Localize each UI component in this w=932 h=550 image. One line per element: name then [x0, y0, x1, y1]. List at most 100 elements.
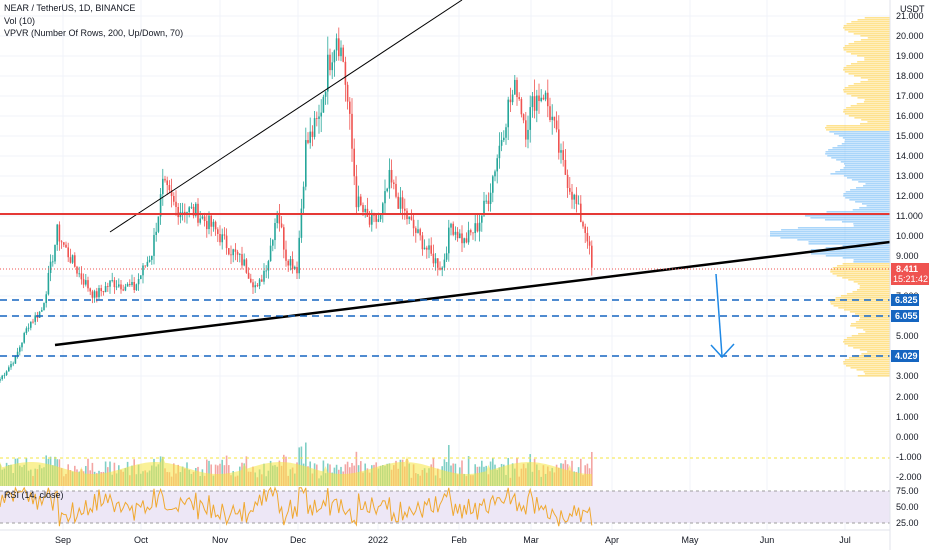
vpvr-row [843, 193, 890, 195]
candle-body [91, 291, 94, 298]
candle-body [214, 221, 217, 230]
vpvr-row [864, 59, 890, 61]
candle-body [327, 54, 329, 92]
candle-body [386, 188, 388, 192]
candle-body [472, 232, 474, 234]
vpvr-row [830, 173, 890, 175]
candle-body [10, 363, 12, 368]
volume-bar [355, 451, 358, 486]
candle-body [560, 150, 562, 153]
vpvr-row [850, 105, 890, 107]
drawings[interactable] [0, 0, 891, 359]
volume-tick: 1.000 [896, 412, 919, 422]
month-label: Feb [451, 535, 467, 545]
vpvr-row [848, 73, 890, 75]
candle-body [564, 159, 567, 175]
vpvr-row [808, 243, 890, 245]
candle-body [349, 101, 351, 114]
candle-body [25, 328, 28, 334]
vpvr-row [830, 271, 890, 273]
vpvr-row [848, 31, 890, 33]
candle-body [104, 286, 107, 293]
vpvr-row [832, 273, 890, 275]
symbol-legend[interactable]: NEAR / TetherUS, 1D, BINANCE [4, 3, 136, 13]
candle-body [408, 216, 410, 220]
candle-body [454, 231, 457, 235]
price-tick: 13.000 [896, 171, 924, 181]
candle-body [166, 180, 168, 186]
candle-body [511, 94, 514, 103]
candle-body [225, 235, 228, 249]
target-arrow-head[interactable] [710, 343, 735, 359]
candle-body [63, 242, 65, 245]
vpvr-row [863, 371, 890, 373]
candle-body [320, 112, 322, 117]
candle-body [60, 241, 63, 243]
candle-body [340, 47, 342, 57]
volume-legend[interactable]: Vol (10) [4, 16, 36, 26]
time-axis[interactable]: Sep Oct Nov Dec 2022 Feb Mar Apr May Jun Jul [0, 529, 890, 545]
vpvr-row [850, 53, 890, 55]
candle-body [362, 205, 364, 213]
vpvr-row [825, 127, 890, 129]
vpvr-row [867, 37, 890, 39]
candle-body [371, 214, 373, 225]
candle-body [529, 107, 531, 130]
vpvr-row [852, 291, 890, 293]
candle-body [401, 197, 404, 209]
candle-body [324, 91, 327, 97]
vpvr-row [844, 29, 890, 31]
price-tick: 15.000 [896, 131, 924, 141]
candle-body [164, 178, 166, 181]
vpvr-legend[interactable]: VPVR (Number Of Rows, 200, Up/Down, 70) [4, 28, 184, 38]
candle-body [474, 223, 476, 234]
candle-body [481, 215, 483, 223]
vpvr-row [851, 179, 890, 181]
candle-body [478, 222, 481, 232]
candle-body [584, 226, 586, 233]
candle-body [65, 244, 67, 248]
candle-body [96, 291, 98, 298]
upper-trendline[interactable] [109, 0, 463, 233]
rsi-legend[interactable]: RSI (14, close) [4, 490, 64, 500]
vpvr-row [843, 109, 890, 111]
candle-body [426, 247, 428, 250]
vpvr-row [837, 265, 890, 267]
vpvr-row [838, 307, 890, 309]
vpvr-row [850, 367, 890, 369]
vpvr-row [830, 303, 890, 305]
target-arrow-shaft[interactable] [715, 273, 723, 357]
vpvr-row [827, 155, 890, 157]
candle-body [553, 116, 556, 121]
vpvr-row [843, 25, 890, 27]
candle-body [71, 255, 74, 263]
vpvr-row [810, 253, 890, 255]
price-tick: 19.000 [896, 51, 924, 61]
candle-body [168, 185, 171, 191]
vpvr-row [857, 19, 890, 21]
candle-body [155, 231, 157, 235]
vpvr-row [853, 83, 890, 85]
candle-body [540, 97, 542, 102]
vpvr-row [810, 249, 890, 251]
vpvr-row [853, 259, 890, 261]
candle-body [399, 197, 402, 209]
vpvr-row [825, 153, 890, 155]
candle-body [316, 118, 318, 119]
candle-body [58, 224, 61, 242]
volume-ma-area [0, 456, 592, 486]
price-tick: 5.000 [896, 331, 919, 341]
candle-body [87, 280, 89, 289]
candle-body [199, 218, 201, 223]
vpvr-row [860, 81, 890, 83]
candle-body [261, 279, 263, 282]
month-label: Apr [605, 535, 619, 545]
vpvr-row [865, 183, 890, 185]
lower-trendline[interactable] [54, 240, 891, 347]
volume-bar [225, 455, 228, 486]
vpvr-row [842, 263, 890, 265]
candle-body [397, 196, 399, 209]
candle-body [93, 291, 96, 298]
rsi-tick: 75.00 [896, 486, 919, 496]
